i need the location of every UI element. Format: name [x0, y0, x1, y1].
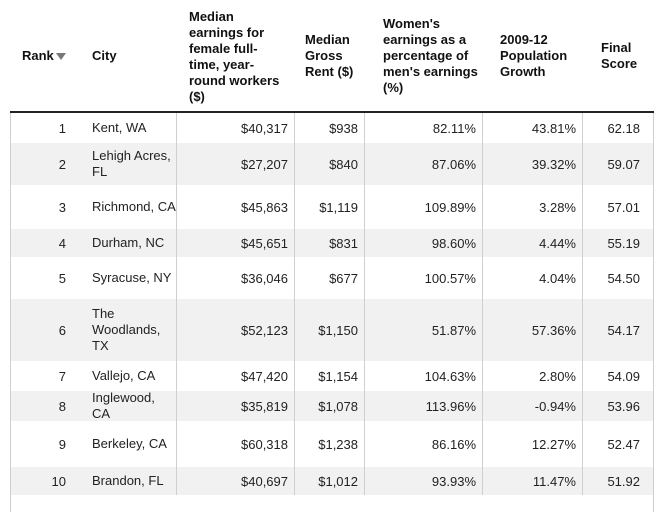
score-cell: 62.18	[582, 113, 654, 143]
percentage-cell: 98.60%	[364, 229, 482, 257]
score-cell: 51.92	[582, 467, 654, 495]
rank-cell: 6	[58, 322, 66, 338]
city-cell: Brandon, FL	[92, 473, 164, 488]
score-cell: 53.96	[582, 391, 654, 421]
table-row[interactable]: 10 Brandon, FL $40,697 $1,012 93.93% 11.47% 51…	[10, 467, 654, 495]
percentage-cell: 93.93%	[364, 467, 482, 495]
growth-cell: 43.81%	[482, 113, 582, 143]
city-cell: Inglewood, CA	[92, 390, 155, 421]
city-cell: Kent, WA	[92, 120, 147, 135]
table-row[interactable]: 9 Berkeley, CA $60,318 $1,238 86.16% 12.27% 52…	[10, 421, 654, 467]
rank-cell: 1	[58, 120, 66, 136]
percentage-cell: 86.16%	[364, 421, 482, 467]
percentage-cell: 104.63%	[364, 361, 482, 391]
city-cell: Vallejo, CA	[92, 368, 156, 383]
score-cell: 54.50	[582, 257, 654, 299]
earnings-cell: $60,318	[176, 421, 294, 467]
percentage-cell: 109.89%	[364, 185, 482, 229]
growth-cell: 2.80%	[482, 361, 582, 391]
score-cell: 55.19	[582, 229, 654, 257]
table-border-left	[10, 113, 11, 512]
percentage-cell: 100.57%	[364, 257, 482, 299]
city-cell: Durham, NC	[92, 235, 165, 250]
data-table: 1 Kent, WA $40,317 $938 82.11% 43.81% 62.18 2 Le…	[10, 113, 654, 495]
growth-cell: 57.36%	[482, 299, 582, 361]
rent-cell: $1,150	[294, 299, 364, 361]
column-header-score[interactable]: Final Score	[601, 40, 638, 71]
column-header-percentage[interactable]: Women's earnings as a percentage of men'…	[383, 16, 478, 95]
table-row[interactable]: 1 Kent, WA $40,317 $938 82.11% 43.81% 62.18	[10, 113, 654, 143]
rank-cell: 2	[58, 156, 66, 172]
rank-cell: 5	[58, 270, 66, 286]
column-header-rank-label: Rank	[22, 48, 54, 63]
earnings-cell: $35,819	[176, 391, 294, 421]
rent-cell: $831	[294, 229, 364, 257]
growth-cell: -0.94%	[482, 391, 582, 421]
percentage-cell: 82.11%	[364, 113, 482, 143]
table-row[interactable]: 7 Vallejo, CA $47,420 $1,154 104.63% 2.80% 54.…	[10, 361, 654, 391]
rank-cell: 3	[58, 199, 66, 215]
city-cell: Syracuse, NY	[92, 270, 172, 285]
rent-cell: $1,154	[294, 361, 364, 391]
growth-cell: 4.04%	[482, 257, 582, 299]
column-header-earnings[interactable]: Median earnings for female full-time, ye…	[189, 9, 280, 104]
growth-cell: 3.28%	[482, 185, 582, 229]
city-cell: Lehigh Acres, FL	[92, 148, 171, 179]
city-cell: Berkeley, CA	[92, 436, 167, 451]
column-header-growth[interactable]: 2009-12 Population Growth	[500, 32, 568, 79]
city-cell: Richmond, CA	[92, 199, 176, 214]
rent-cell: $938	[294, 113, 364, 143]
column-header-city[interactable]: City	[92, 48, 117, 63]
table-row[interactable]: 6 The Woodlands, TX $52,123 $1,150 51.87% 57.…	[10, 299, 654, 361]
table-header: Rank City Median earnings for female ful…	[0, 0, 664, 112]
earnings-cell: $36,046	[176, 257, 294, 299]
sort-descending-icon[interactable]	[55, 53, 66, 60]
table-row[interactable]: 5 Syracuse, NY $36,046 $677 100.57% 4.04% 54.5…	[10, 257, 654, 299]
rent-cell: $1,012	[294, 467, 364, 495]
column-header-rent[interactable]: Median Gross Rent ($)	[305, 32, 354, 79]
score-cell: 57.01	[582, 185, 654, 229]
table-row[interactable]: 3 Richmond, CA $45,863 $1,119 109.89% 3.28% 57…	[10, 185, 654, 229]
percentage-cell: 87.06%	[364, 143, 482, 185]
column-header-rank[interactable]: Rank	[22, 48, 66, 64]
rent-cell: $840	[294, 143, 364, 185]
rent-cell: $1,078	[294, 391, 364, 421]
rank-cell: 8	[58, 398, 66, 414]
rank-cell: 7	[58, 368, 66, 384]
score-cell: 54.17	[582, 299, 654, 361]
rank-cell: 10	[51, 473, 66, 489]
score-cell: 59.07	[582, 143, 654, 185]
table-row[interactable]: 4 Durham, NC $45,651 $831 98.60% 4.44% 55.19	[10, 229, 654, 257]
header-divider	[10, 111, 654, 113]
table-row[interactable]: 2 Lehigh Acres, FL $27,207 $840 87.06% 39.32%…	[10, 143, 654, 185]
score-cell: 54.09	[582, 361, 654, 391]
table-row[interactable]: 8 Inglewood, CA $35,819 $1,078 113.96% -0.94%…	[10, 390, 654, 421]
rank-cell: 9	[58, 436, 66, 452]
rent-cell: $1,238	[294, 421, 364, 467]
rent-cell: $677	[294, 257, 364, 299]
score-cell: 52.47	[582, 421, 654, 467]
percentage-cell: 113.96%	[364, 391, 482, 421]
table-border-right	[653, 113, 654, 512]
earnings-cell: $52,123	[176, 299, 294, 361]
percentage-cell: 51.87%	[364, 299, 482, 361]
earnings-cell: $45,651	[176, 229, 294, 257]
rent-cell: $1,119	[294, 185, 364, 229]
growth-cell: 12.27%	[482, 421, 582, 467]
earnings-cell: $40,317	[176, 113, 294, 143]
rank-cell: 4	[58, 235, 66, 251]
earnings-cell: $47,420	[176, 361, 294, 391]
earnings-cell: $45,863	[176, 185, 294, 229]
growth-cell: 39.32%	[482, 143, 582, 185]
city-cell: The Woodlands, TX	[92, 306, 161, 353]
growth-cell: 11.47%	[482, 467, 582, 495]
growth-cell: 4.44%	[482, 229, 582, 257]
earnings-cell: $40,697	[176, 467, 294, 495]
earnings-cell: $27,207	[176, 143, 294, 185]
